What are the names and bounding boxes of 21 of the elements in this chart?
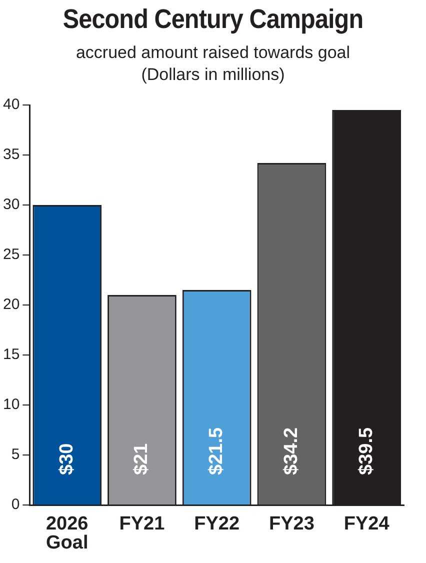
- x-tick-label: FY23: [268, 514, 314, 535]
- data-label: $21: [131, 442, 152, 475]
- data-label: $21.5: [206, 427, 228, 475]
- y-tick-label: 25: [2, 246, 20, 264]
- x-tick-label: FY22: [194, 514, 240, 535]
- y-tick-label: 20: [2, 296, 20, 314]
- x-tick-label: 2026 Goal: [46, 514, 88, 554]
- y-tick-label: 40: [2, 96, 20, 114]
- y-tick-label: 5: [11, 446, 20, 464]
- x-tick-label: FY24: [344, 514, 390, 535]
- data-label: $39.5: [356, 427, 377, 475]
- y-tick-label: 30: [2, 196, 20, 214]
- data-label: $30: [56, 443, 78, 475]
- chart-subtitle: accrued amount raised towards goal (Dollars in millions): [74, 42, 352, 86]
- y-tick-label: 0: [11, 496, 20, 514]
- y-tick-label: 35: [2, 146, 20, 164]
- data-label: $34.2: [280, 427, 302, 475]
- x-tick-label: FY21: [119, 514, 166, 535]
- chart-title: Second Century Campaign: [62, 4, 364, 35]
- y-tick-label: 15: [2, 346, 20, 364]
- y-tick-label: 10: [2, 396, 20, 414]
